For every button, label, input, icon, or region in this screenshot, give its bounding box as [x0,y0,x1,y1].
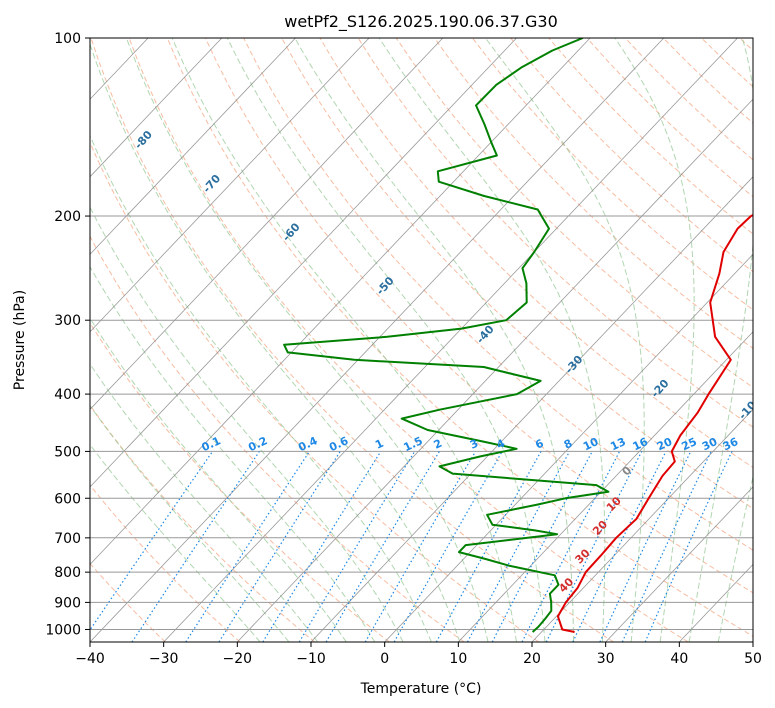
y-tick-label: 400 [54,387,81,403]
y-tick-label: 1000 [45,622,81,638]
mixing-ratio-lines [90,451,733,642]
isotherm-line [237,98,753,642]
isotherm-line [310,176,753,642]
moist-adiabat-line [171,38,517,642]
moist-adiabat-line [378,38,606,642]
mixing-ratio-line [644,451,733,642]
dry-adiabat-line [395,38,753,389]
x-tick-label: 30 [597,651,615,667]
mixing-ratio-line [185,451,310,642]
moist-adiabat-line [90,317,347,642]
plot-area: 0.10.20.40.611.52346810131620253036-100-… [90,38,753,642]
x-tick-label: −10 [296,651,326,667]
mixing-ratio-label: 10 [581,435,601,453]
moist-adiabat-line [90,443,261,642]
dry-adiabat-line [128,38,689,642]
isotherm-line [531,408,753,642]
moist-adiabat-line [614,38,695,642]
isotherm-line [90,38,591,566]
x-axis-label: Temperature (°C) [360,681,482,697]
dry-adiabat-line [243,38,753,551]
isotherm-line [605,486,753,642]
moist-adiabat-line [485,38,645,642]
isotherm-line [90,38,223,178]
dry-adiabat-line [90,321,390,642]
isotherm-line [384,253,753,642]
moist-adiabat-line [90,404,290,642]
moist-adiabat-line [717,474,753,642]
moist-adiabat-line [90,134,432,642]
temperature-profile-line [556,213,753,633]
y-axis-ticks: 1000 900 800 700 600 500 400 300 200 100 [45,31,90,638]
x-axis-ticks: −40 −30 −20 −10 0 10 20 30 40 50 [75,642,762,667]
mixing-ratio-line [90,451,214,632]
isotherm-line [90,38,444,410]
x-tick-label: 40 [670,651,688,667]
y-tick-label: 800 [54,565,81,581]
y-tick-label: 100 [54,31,81,47]
mixing-ratio-line [393,451,503,642]
x-tick-label: 20 [523,651,541,667]
moist-adiabats [90,38,753,642]
y-tick-label: 200 [54,209,81,225]
y-tick-label: 500 [54,444,81,460]
mixing-ratio-label: 13 [608,435,627,453]
mixing-ratio-line [298,451,416,642]
mixing-ratio-line [262,451,382,642]
y-tick-label: 600 [54,491,81,507]
dry-adiabat-line [357,38,753,428]
isotherm-line [90,38,370,333]
mixing-ratio-line [218,451,341,642]
x-tick-label: −20 [223,651,253,667]
sounding-profiles [283,38,753,633]
mixing-ratio-line [521,451,621,642]
y-axis-label: Pressure (hPa) [12,290,28,390]
moist-adiabat-line [90,363,319,642]
dry-adiabat-line [90,141,540,642]
chart-title: wetPf2_S126.2025.190.06.37.G30 [284,12,558,32]
moist-adiabat-line [294,38,575,642]
y-tick-label: 700 [54,531,81,547]
dry-adiabat-line [281,38,753,510]
isotherms [90,38,753,642]
moist-adiabat-line [226,38,546,642]
dewpoint-profile-line [283,38,610,633]
y-tick-label: 300 [54,313,81,329]
x-tick-label: 50 [744,651,762,667]
mixing-ratio-line [545,451,643,642]
isotherm-line [163,38,738,642]
isotherm-line [458,331,753,642]
x-tick-label: −30 [149,651,179,667]
dry-adiabat-line [90,562,166,642]
moist-adiabat-line [90,206,404,642]
isotherm-line [90,38,665,642]
dry-adiabat-line [204,38,753,594]
isotherm-line [90,38,296,255]
dry-adiabat-line [319,38,753,469]
mixing-ratio-label: 20 [655,435,675,453]
x-tick-label: −40 [75,651,105,667]
dry-adiabat-line [90,404,316,642]
mixing-ratio-line [131,451,260,642]
moist-adiabat-line [90,265,376,642]
dry-adiabat-line [90,235,465,642]
x-tick-label: 0 [380,651,389,667]
mixing-ratio-line [435,451,542,642]
isotherm-line [90,38,517,488]
y-tick-label: 900 [54,595,81,611]
mixing-ratio-label: 36 [721,435,741,453]
moist-adiabat-line [125,38,489,642]
dry-adiabat-line [166,38,753,637]
moist-adiabat-line [688,38,753,642]
pressure-gridlines [90,38,753,630]
x-tick-label: 10 [449,651,467,667]
mixing-ratio-label: 16 [631,435,651,453]
plot-frame [89,37,754,643]
dry-adiabats [90,38,753,642]
mixing-ratio-label: 25 [680,435,699,453]
moist-adiabat-line [90,42,461,642]
mixing-ratio-label: 30 [700,435,720,453]
mixing-ratio-line [466,451,571,642]
